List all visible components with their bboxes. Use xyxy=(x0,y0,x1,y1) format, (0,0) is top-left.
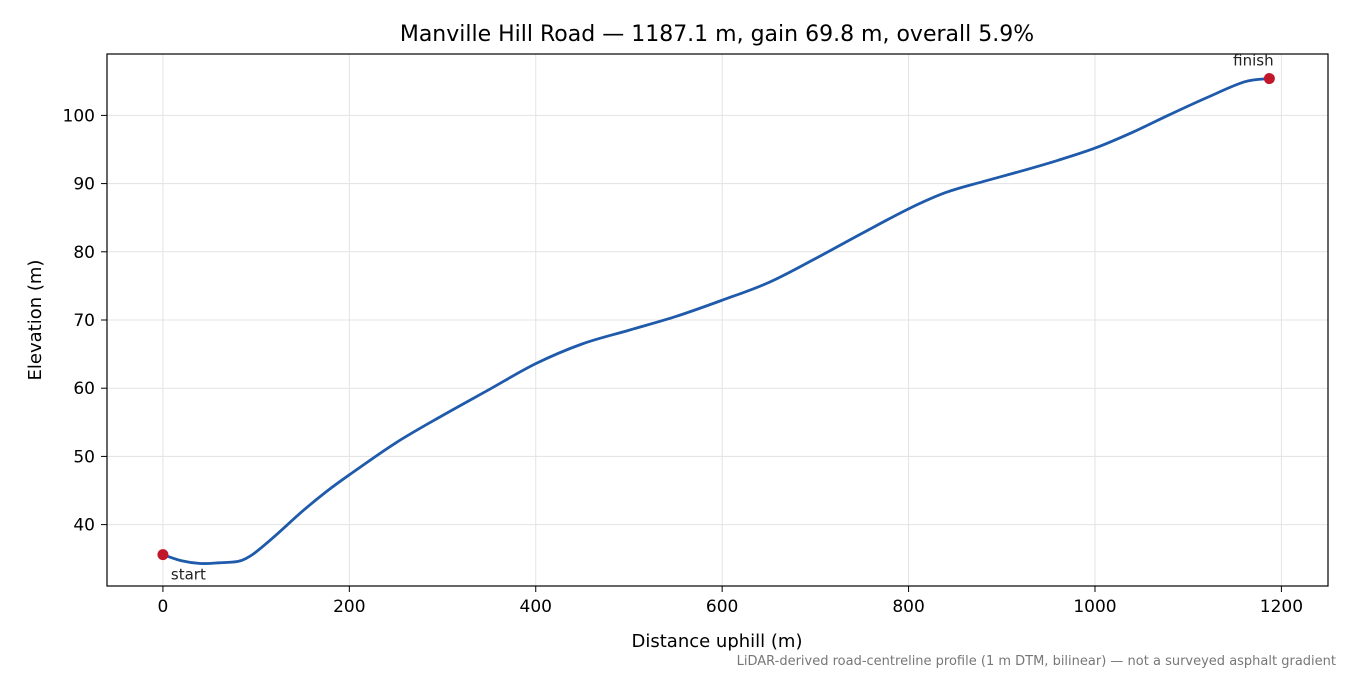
start-marker xyxy=(157,549,169,561)
finish-marker xyxy=(1263,73,1275,85)
x-axis-label: Distance uphill (m) xyxy=(632,631,803,652)
x-tick-label: 1200 xyxy=(1260,597,1303,617)
y-tick-label: 100 xyxy=(63,106,95,126)
x-tick-label: 800 xyxy=(892,597,924,617)
start-label: start xyxy=(171,566,206,584)
chart-title: Manville Hill Road — 1187.1 m, gain 69.8… xyxy=(400,22,1034,47)
x-tick-label: 0 xyxy=(158,597,169,617)
x-tick-label: 200 xyxy=(333,597,365,617)
series-layer xyxy=(161,77,1271,565)
x-tick-label: 1000 xyxy=(1073,597,1116,617)
elevation-profile-line xyxy=(161,77,1271,565)
annotation-layer: start finish xyxy=(157,52,1275,584)
ticks-layer: 0 200 400 600 800 1000 1200 40 50 60 70 80 90 100 xyxy=(63,106,1303,617)
y-tick-label: 60 xyxy=(73,379,95,399)
y-tick-label: 90 xyxy=(73,175,95,195)
footnote: LiDAR-derived road-centreline profile (1… xyxy=(737,654,1336,669)
finish-label: finish xyxy=(1233,52,1273,70)
grid-layer xyxy=(107,54,1328,586)
y-tick-label: 40 xyxy=(73,516,95,536)
x-tick-label: 400 xyxy=(520,597,552,617)
y-tick-label: 80 xyxy=(73,243,95,263)
y-tick-label: 70 xyxy=(73,311,95,331)
y-tick-label: 50 xyxy=(73,447,95,467)
x-tick-label: 600 xyxy=(706,597,738,617)
y-axis-label: Elevation (m) xyxy=(25,260,46,381)
